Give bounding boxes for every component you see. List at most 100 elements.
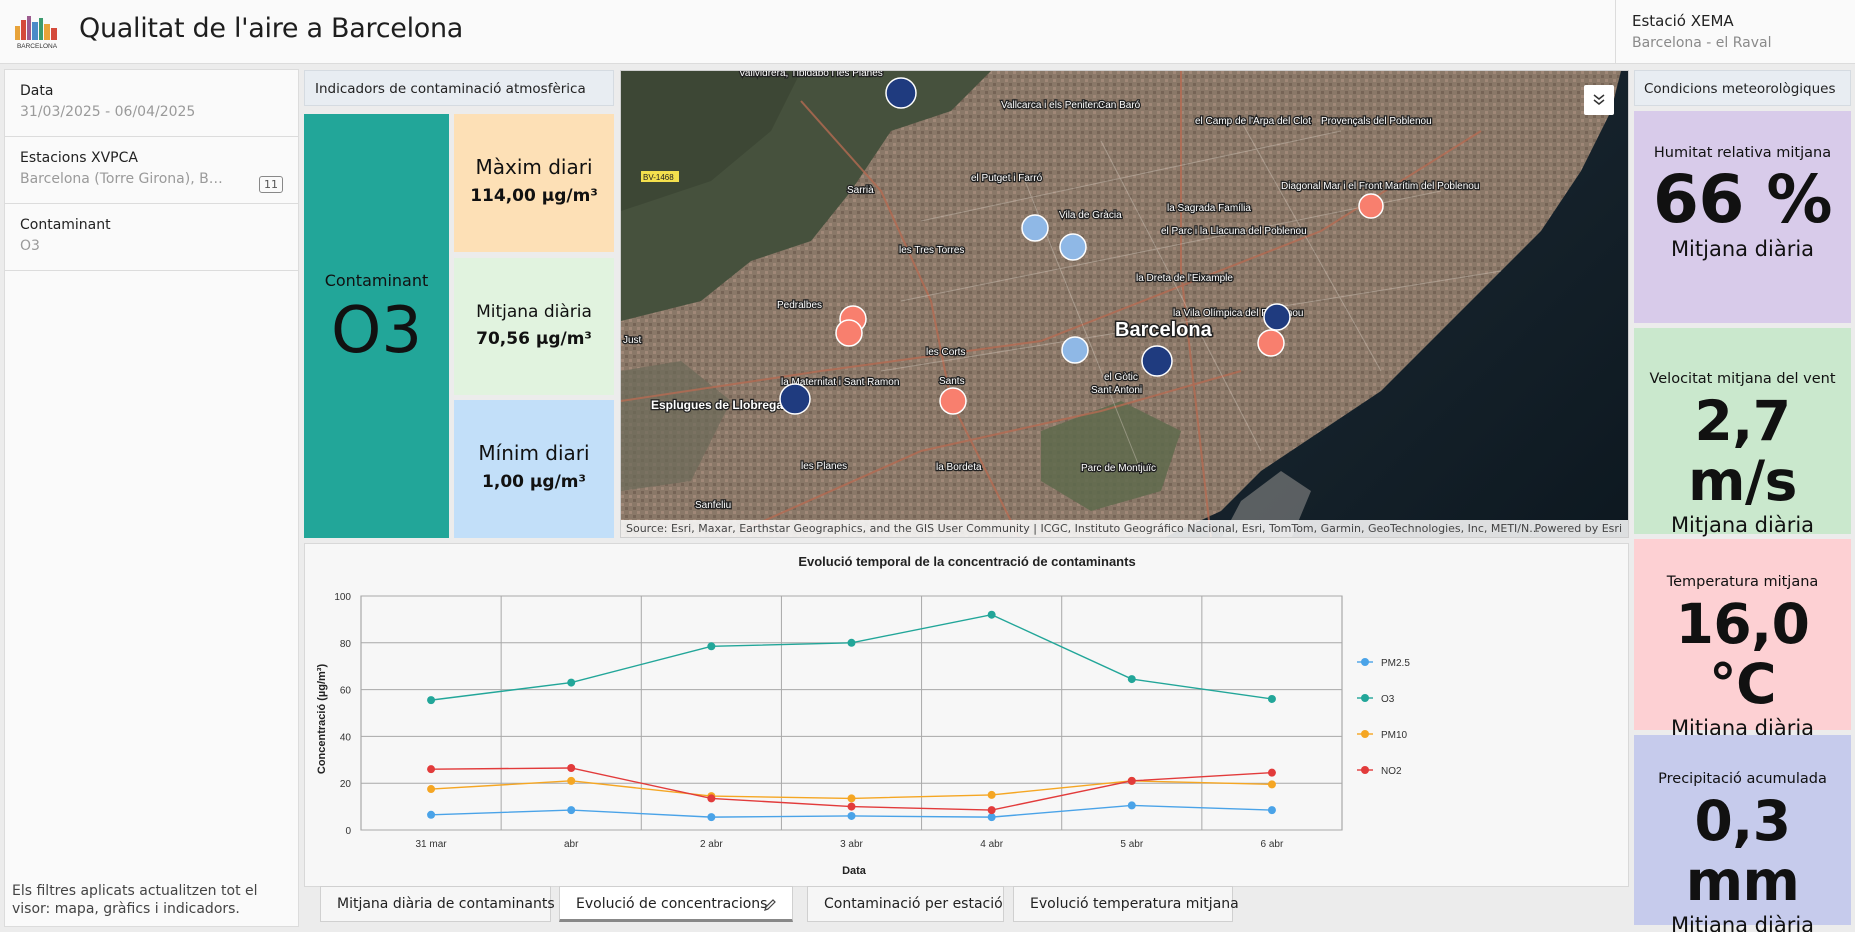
station-marker[interactable] <box>835 319 863 347</box>
data-point[interactable] <box>567 763 576 772</box>
station-marker[interactable] <box>939 387 967 415</box>
data-point[interactable] <box>1267 780 1276 789</box>
data-point[interactable] <box>1267 768 1276 777</box>
map-label: les Tres Torres <box>899 245 964 256</box>
humidity-card: Humitat relativa mitjana 66 % Mitjana di… <box>1634 111 1851 323</box>
tab-daily-mean[interactable]: Mitjana diària de contaminants <box>320 886 555 922</box>
precipitation-label: Precipitació acumulada <box>1658 771 1827 787</box>
page-title: Qualitat de l'aire a Barcelona <box>79 13 464 44</box>
y-tick-label: 80 <box>340 639 352 650</box>
station-marker[interactable] <box>885 77 917 109</box>
station-marker[interactable] <box>779 383 811 415</box>
attribution-text: Source: Esri, Maxar, Earthstar Geographi… <box>626 522 1540 535</box>
barcelona-logo: BARCELONA <box>15 16 58 50</box>
tab-station-pollution[interactable]: Contaminació per estació <box>807 886 1004 922</box>
station-marker[interactable] <box>1059 233 1087 261</box>
station-name: Barcelona - el Raval <box>1632 35 1772 51</box>
data-point[interactable] <box>707 642 716 651</box>
humidity-label: Humitat relativa mitjana <box>1653 145 1832 161</box>
map-label: Can Baró <box>1098 100 1141 111</box>
app-header: BARCELONA Qualitat de l'aire a Barcelona… <box>0 0 1855 64</box>
filter-stations[interactable]: Estacions XVPCA Barcelona (Torre Girona)… <box>5 137 298 204</box>
humidity-sub: Mitjana diària <box>1670 237 1815 261</box>
x-tick-label: 2 abr <box>700 839 723 850</box>
station-marker[interactable] <box>1141 345 1173 377</box>
series-line-o3 <box>430 613 1273 701</box>
data-point[interactable] <box>567 678 576 687</box>
data-point[interactable] <box>1267 806 1276 815</box>
station-marker[interactable] <box>1021 214 1049 242</box>
data-point[interactable] <box>847 794 856 803</box>
legend-label[interactable]: NO2 <box>1381 766 1402 777</box>
x-tick-label: 3 abr <box>840 839 863 850</box>
data-point[interactable] <box>427 696 436 705</box>
precipitation-card: Precipitació acumulada 0,3 mm Mitjana di… <box>1634 735 1851 932</box>
station-info: Estació XEMA Barcelona - el Raval <box>1615 0 1855 64</box>
selection-count-badge: 11 <box>259 176 283 193</box>
filter-label: Data <box>20 83 54 99</box>
wind-speed-label: Velocitat mitjana del vent <box>1649 371 1836 387</box>
chart-panel: Evolució temporal de la concentració de … <box>304 543 1629 887</box>
x-tick-label: 6 abr <box>1261 839 1284 850</box>
station-marker[interactable] <box>1061 336 1089 364</box>
map-label: Sanfeliu <box>695 500 731 511</box>
data-point[interactable] <box>1127 675 1136 684</box>
x-tick-label: 31 mar <box>416 839 448 850</box>
chart-legend[interactable]: PM2.5 O3 PM10 NO2 <box>1357 658 1410 777</box>
legend-label[interactable]: PM10 <box>1381 730 1408 741</box>
station-marker[interactable] <box>1263 303 1291 331</box>
data-point[interactable] <box>427 810 436 819</box>
station-marker[interactable] <box>1257 329 1285 357</box>
map-label: Sarrià <box>847 185 874 196</box>
pollutant-value: O3 <box>330 294 423 368</box>
data-point[interactable] <box>847 811 856 820</box>
expand-panel-button[interactable] <box>1584 85 1614 115</box>
line-chart[interactable]: Evolució temporal de la concentració de … <box>305 544 1628 886</box>
map-label: Vallcarca i els Penitents <box>1001 100 1106 111</box>
x-axis-ticks: 31 mar abr 2 abr 3 abr 4 abr 5 abr 6 abr <box>416 839 1284 850</box>
map-label: Vila de Gràcia <box>1059 210 1122 221</box>
map-label: les Planes <box>801 461 847 472</box>
data-point[interactable] <box>1267 694 1276 703</box>
chart-series <box>427 610 1276 822</box>
data-point[interactable] <box>707 794 716 803</box>
map-label: el Camp de l'Arpa del Clot <box>1195 116 1311 127</box>
wind-speed-card: Velocitat mitjana del vent 2,7 m/s Mitja… <box>1634 328 1851 537</box>
data-point[interactable] <box>987 806 996 815</box>
filters-panel: Data 31/03/2025 - 06/04/2025 Estacions X… <box>4 69 299 927</box>
powered-by-esri[interactable]: Powered by Esri <box>1534 522 1622 535</box>
data-point[interactable] <box>567 776 576 785</box>
min-daily-card: Mínim diari 1,00 µg/m³ <box>454 400 614 538</box>
data-point[interactable] <box>567 806 576 815</box>
map-label: Parc de Montjuïc <box>1081 463 1156 474</box>
data-point[interactable] <box>987 610 996 619</box>
data-point[interactable] <box>847 802 856 811</box>
tab-concentration-evolution[interactable]: Evolució de concentracions <box>559 886 793 922</box>
map-label: la Maternitat i Sant Ramon <box>781 377 899 388</box>
data-point[interactable] <box>1127 801 1136 810</box>
station-marker[interactable] <box>1358 193 1384 219</box>
data-point[interactable] <box>1127 776 1136 785</box>
map-canvas[interactable]: Vallvidrera, Tibidabo i les Planes Vallc… <box>621 71 1629 538</box>
data-point[interactable] <box>987 790 996 799</box>
map-label: la Dreta de l'Eixample <box>1136 273 1233 284</box>
map-view[interactable]: Vallvidrera, Tibidabo i les Planes Vallc… <box>620 70 1629 538</box>
filter-label: Contaminant <box>20 217 111 233</box>
chevron-double-down-icon <box>1593 94 1605 105</box>
data-point[interactable] <box>427 785 436 794</box>
pencil-icon[interactable] <box>762 897 778 913</box>
tab-temperature-evolution[interactable]: Evolució temperatura mitjana <box>1013 886 1239 922</box>
max-daily-label: Màxim diari <box>475 155 593 179</box>
y-tick-label: 40 <box>340 732 352 743</box>
mean-daily-label: Mitjana diària <box>476 302 592 322</box>
data-point[interactable] <box>847 638 856 647</box>
data-point[interactable] <box>427 765 436 774</box>
filter-pollutant[interactable]: Contaminant O3 <box>5 204 298 271</box>
filter-date[interactable]: Data 31/03/2025 - 06/04/2025 <box>5 70 298 137</box>
legend-label[interactable]: PM2.5 <box>1381 658 1410 669</box>
data-point[interactable] <box>987 813 996 822</box>
map-label: les Corts <box>926 347 965 358</box>
data-point[interactable] <box>707 813 716 822</box>
legend-label[interactable]: O3 <box>1381 694 1395 705</box>
legend-marker <box>1361 658 1369 666</box>
